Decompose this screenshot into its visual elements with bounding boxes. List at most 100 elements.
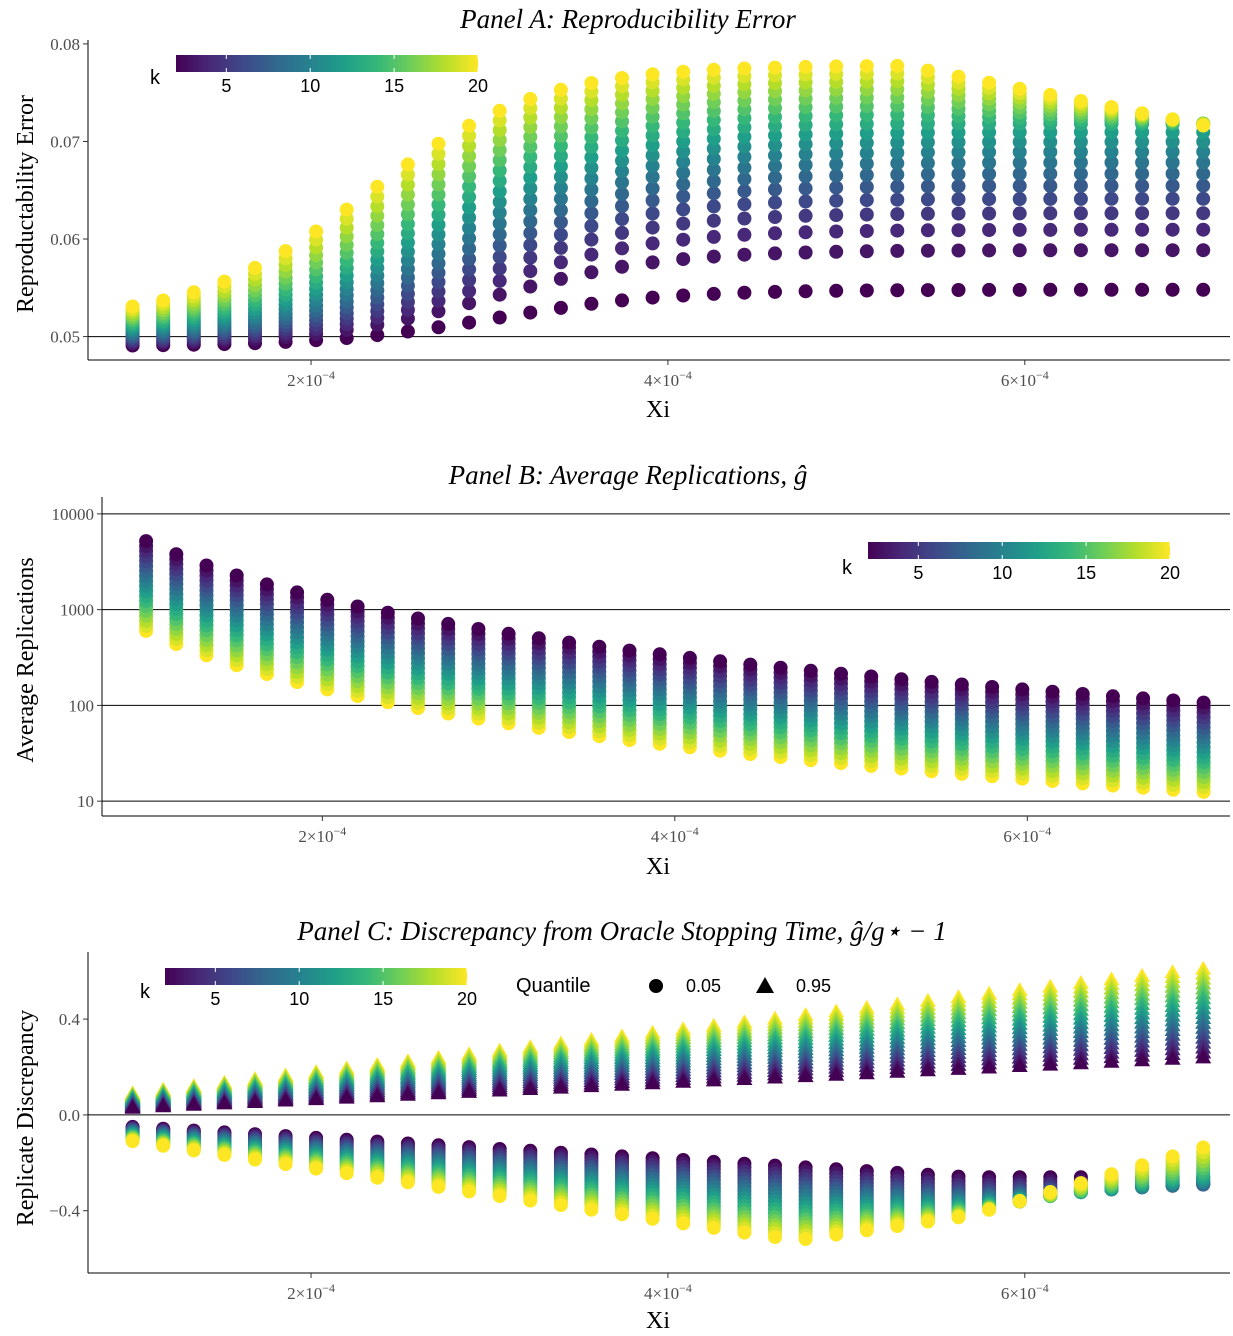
panel-a-colorbar-legend: k 5 10 15 20	[150, 55, 488, 96]
panel-a-point	[1196, 144, 1211, 159]
panel-c-upper-point	[308, 1091, 325, 1106]
panel-a-point	[400, 167, 415, 182]
panel-a-point	[1073, 155, 1088, 170]
panel-a-point	[1043, 178, 1058, 193]
panel-c-upper-point	[736, 1071, 753, 1085]
panel-a-point	[829, 208, 844, 223]
panel-b-point	[1015, 682, 1030, 697]
panel-a-point	[1073, 144, 1088, 159]
panel-c-upper-point	[216, 1095, 233, 1110]
panel-b-xtick-label: 6×10−4	[1003, 824, 1051, 846]
panel-a-point	[1104, 206, 1119, 221]
panel-a-point	[431, 136, 446, 151]
panel-b-point	[501, 626, 516, 641]
panel-b-point	[652, 647, 667, 662]
panel-a-point	[951, 283, 966, 297]
panel-a-point	[737, 227, 752, 242]
panel-c-upper-point	[185, 1096, 202, 1111]
panel-c-lower-point	[768, 1230, 782, 1245]
panel-a-point	[982, 206, 997, 221]
panel-a-point	[1196, 222, 1211, 237]
panel-a-point	[706, 199, 721, 214]
panel-b-point	[562, 635, 577, 650]
panel-c-lower-point	[1196, 1140, 1211, 1155]
panel-c-upper-point	[338, 1089, 355, 1104]
panel-a-point	[492, 163, 507, 178]
panel-a-point	[1165, 222, 1180, 237]
panel-a-point	[982, 167, 997, 181]
panel-a-point	[645, 290, 660, 305]
panel-a-point	[798, 194, 813, 209]
panel-b-point	[803, 663, 818, 678]
panel-c-lower-point	[125, 1134, 140, 1149]
panel-b-point	[441, 616, 456, 631]
panel-a-point	[768, 284, 782, 299]
panel-a-point	[492, 103, 507, 118]
panel-a-xtick-label: 6×10−4	[1001, 368, 1049, 390]
panel-a-point	[553, 271, 568, 286]
panel-a-point	[1012, 282, 1027, 297]
panel-a-point	[584, 219, 599, 233]
panel-a-point	[798, 225, 813, 240]
panel-a-point	[492, 273, 507, 288]
panel-a-point	[890, 243, 905, 258]
panel-a-point	[492, 261, 507, 276]
panel-a-point	[1165, 144, 1180, 159]
panel-a-point	[859, 180, 874, 194]
panel-a-point	[859, 283, 874, 298]
panel-b-point	[169, 547, 184, 562]
panel-a-point	[1135, 222, 1150, 237]
panel-b-point	[592, 639, 607, 654]
panel-a-point	[492, 310, 507, 325]
panel-a-point	[982, 75, 997, 90]
panel-a-point	[1104, 282, 1119, 297]
panel-c-upper-point	[583, 1078, 600, 1093]
panel-a-point	[706, 229, 721, 244]
panel-a-point	[523, 139, 538, 154]
panel-c-lower-point	[339, 1166, 354, 1181]
panel-b-point	[682, 650, 697, 665]
panel-a-point	[1073, 282, 1088, 297]
panel-b-ylabel: Average Replications	[13, 557, 39, 762]
panel-b-point	[290, 585, 305, 600]
panel-a-point	[431, 146, 446, 161]
panel-a-point	[1104, 134, 1119, 149]
panel-a-point	[1073, 166, 1088, 181]
panel-a-point	[920, 156, 935, 171]
panel-a-point	[400, 157, 415, 172]
panel-a-point	[982, 243, 997, 258]
panel-a-point	[523, 214, 538, 229]
panel-a-point	[737, 184, 752, 199]
panel-a-point	[492, 143, 507, 158]
panel-c-title-math: ĝ/g⋆ − 1	[850, 916, 947, 946]
panel-b-xtick-label: 4×10−4	[651, 824, 699, 846]
panel-a-point	[584, 160, 599, 175]
panel-a-point	[462, 315, 477, 330]
panel-a-point	[951, 69, 966, 84]
panel-c-upper-point	[1011, 1058, 1028, 1072]
panel-a-point	[1196, 191, 1211, 206]
panel-c-lower-point	[829, 1227, 844, 1242]
panel-a-ytick-label: 0.05	[50, 328, 80, 347]
panel-a-point	[553, 180, 568, 195]
panel-a-point	[706, 162, 721, 177]
panel-c-colorbar-tick-label: 10	[289, 989, 309, 1009]
panel-c-upper-point	[1134, 1052, 1151, 1067]
panel-c-upper-point	[1042, 1056, 1059, 1071]
panel-a-point	[492, 287, 507, 302]
panel-c-xtick-label: 4×10−4	[644, 1281, 692, 1303]
panel-b-legend-title: k	[842, 557, 853, 579]
panel-a-point	[1135, 155, 1150, 170]
panel-a-point	[1135, 191, 1150, 206]
panel-c-lower-point	[1104, 1167, 1119, 1182]
panel-a-point	[553, 227, 568, 242]
panel-a-point	[523, 279, 538, 294]
panel-a-colorbar-tick-label: 20	[468, 76, 488, 96]
panel-a-point	[584, 232, 599, 247]
panel-a-point	[676, 216, 691, 231]
panel-a-point	[1043, 145, 1058, 159]
panel-a-point	[1135, 206, 1150, 221]
panel-a-point	[798, 147, 813, 162]
panel-a-point	[1165, 282, 1180, 297]
panel-a-point	[1196, 282, 1211, 297]
